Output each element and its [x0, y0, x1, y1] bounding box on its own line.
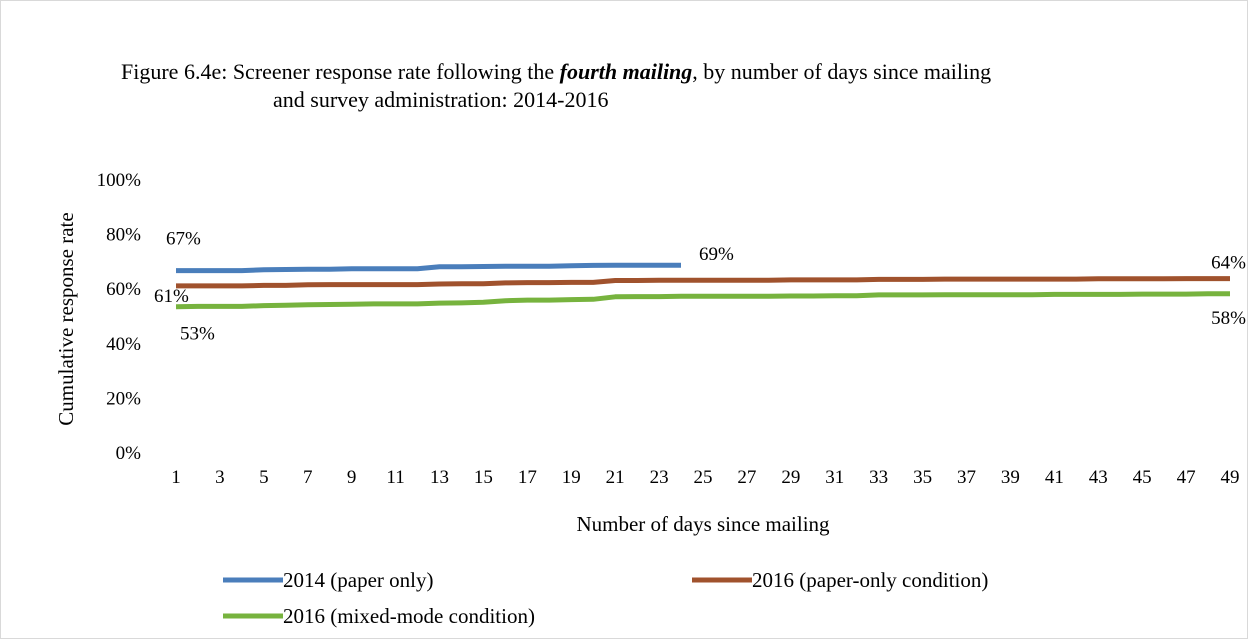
x-tick-label: 9	[347, 467, 357, 488]
x-tick-label: 15	[474, 467, 493, 488]
series-line-3	[175, 291, 1230, 310]
x-tick-label: 45	[1133, 467, 1152, 488]
x-tick-label: 37	[957, 467, 976, 488]
x-tick-label: 17	[518, 467, 537, 488]
x-tick-label: 27	[737, 467, 756, 488]
x-tick-label: 43	[1089, 467, 1108, 488]
y-tick-label: 100%	[97, 170, 142, 191]
y-tick-label: 80%	[106, 225, 141, 246]
data-label: 64%	[1211, 253, 1246, 274]
x-tick-label: 19	[562, 467, 581, 488]
chart-title: Figure 6.4e: Screener response rate foll…	[121, 59, 991, 85]
x-tick-label: 25	[694, 467, 713, 488]
x-tick-label: 39	[1001, 467, 1020, 488]
x-tick-label: 29	[781, 467, 800, 488]
x-tick-label: 5	[259, 467, 269, 488]
x-tick-label: 41	[1045, 467, 1064, 488]
y-tick-label: 20%	[106, 388, 141, 409]
x-tick-label: 23	[650, 467, 669, 488]
x-tick-label: 13	[430, 467, 449, 488]
chart-title-emphasis: fourth mailing	[559, 59, 693, 84]
chart-title-suffix: , by number of days since mailing	[692, 59, 992, 84]
legend-label-3: 2016 (mixed-mode condition)	[283, 604, 535, 628]
x-tick-label: 3	[215, 467, 225, 488]
data-label: 69%	[699, 244, 734, 265]
legend-label-2: 2016 (paper-only condition)	[752, 568, 988, 592]
y-axis-title: Cumulative response rate	[54, 212, 78, 425]
series-line-2	[176, 276, 1230, 289]
x-tick-label: 11	[386, 467, 404, 488]
x-tick-label: 47	[1177, 467, 1196, 488]
y-tick-label: 60%	[106, 279, 141, 300]
x-tick-label: 1	[171, 467, 181, 488]
x-tick-label: 31	[825, 467, 844, 488]
series-line-1	[176, 262, 681, 274]
y-tick-label: 0%	[116, 443, 142, 464]
chart-title-prefix: Figure 6.4e: Screener response rate foll…	[121, 59, 560, 84]
data-label: 67%	[166, 229, 201, 250]
y-tick-label: 40%	[106, 334, 141, 355]
legend-label-1: 2014 (paper only)	[283, 568, 433, 592]
x-tick-label: 49	[1221, 467, 1240, 488]
x-tick-label: 33	[869, 467, 888, 488]
x-tick-label: 21	[606, 467, 625, 488]
data-label: 61%	[154, 286, 189, 307]
chart-title-line2: and survey administration: 2014-2016	[273, 87, 609, 112]
data-label: 58%	[1211, 308, 1246, 329]
x-tick-label: 35	[913, 467, 932, 488]
x-axis-title: Number of days since mailing	[576, 512, 830, 536]
x-tick-label: 7	[303, 467, 313, 488]
data-label: 53%	[180, 324, 215, 345]
